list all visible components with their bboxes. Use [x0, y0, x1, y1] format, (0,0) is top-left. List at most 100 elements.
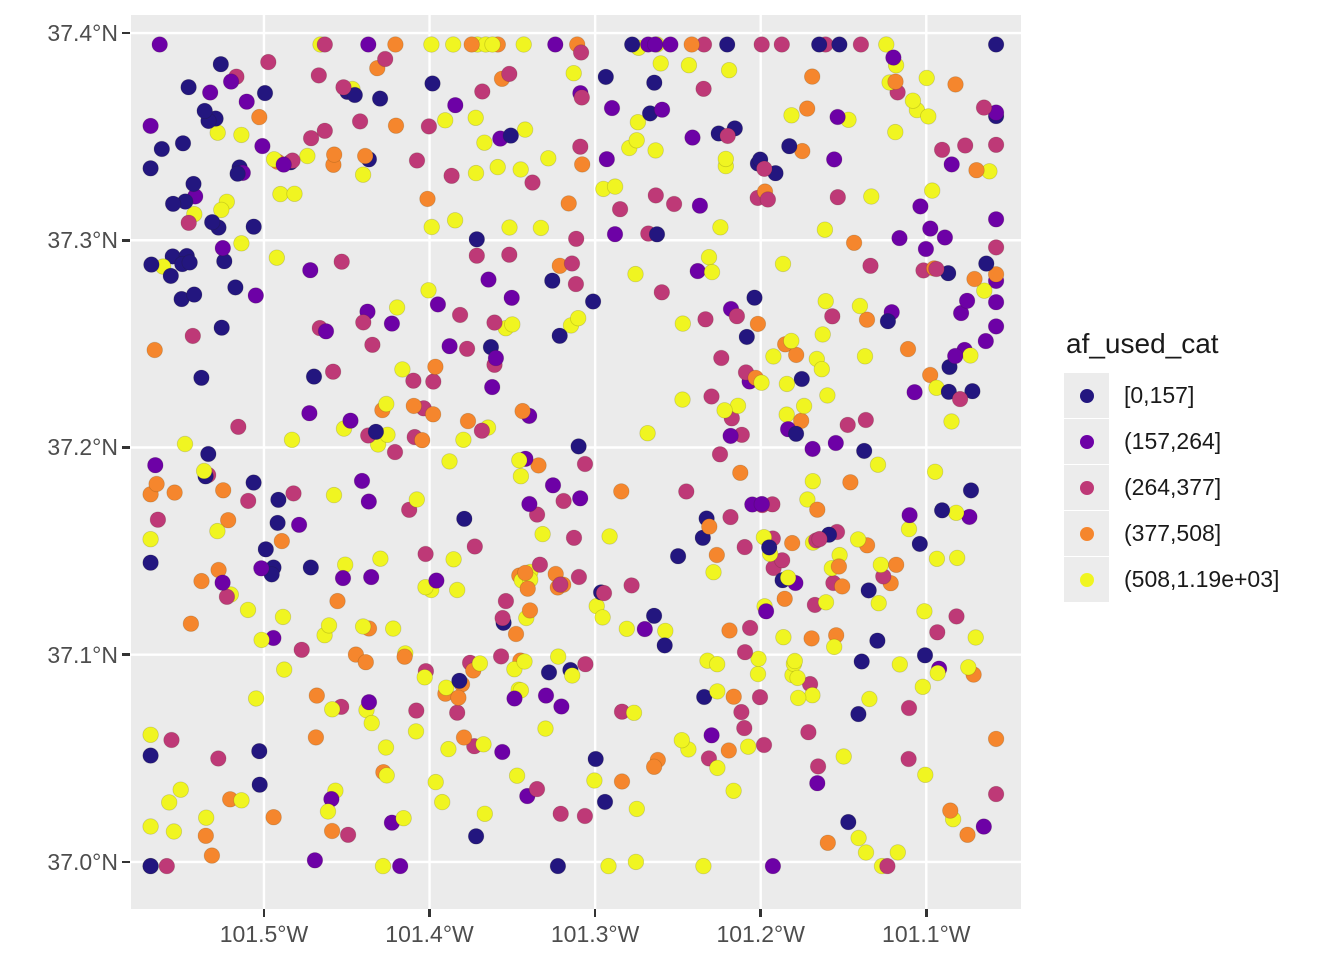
data-point [917, 240, 935, 258]
data-point [251, 776, 268, 793]
data-point [537, 720, 554, 737]
data-point [329, 592, 346, 610]
data-point [441, 338, 458, 355]
data-point [427, 358, 444, 376]
data-point [514, 402, 531, 420]
data-point [600, 857, 617, 875]
data-point [245, 218, 262, 235]
data-point [392, 857, 409, 875]
y-axis-tick [122, 860, 130, 864]
data-point [987, 266, 1005, 283]
data-point [507, 625, 525, 643]
data-point [325, 146, 343, 163]
data-point [573, 89, 591, 106]
data-point [840, 813, 857, 831]
x-axis-tick [924, 909, 928, 917]
data-point [467, 164, 485, 182]
data-point [531, 556, 549, 573]
legend-key [1064, 511, 1109, 556]
data-point [879, 857, 896, 875]
data-point [540, 150, 557, 167]
data-point [689, 262, 706, 280]
legend-dot-icon [1079, 434, 1094, 449]
data-point [377, 739, 395, 756]
data-point [229, 165, 246, 182]
data-point [647, 187, 665, 204]
data-point [948, 608, 965, 625]
legend-dot-icon [1079, 572, 1094, 587]
data-point [936, 229, 954, 246]
data-point [333, 253, 350, 270]
data-point [484, 36, 501, 53]
data-point [572, 44, 590, 61]
data-point [476, 805, 494, 823]
data-point [803, 630, 820, 647]
data-point [695, 80, 712, 98]
data-point [519, 580, 536, 597]
data-point [789, 669, 806, 687]
data-point [576, 807, 594, 825]
data-point [146, 341, 163, 359]
data-point [788, 346, 805, 364]
data-point [719, 127, 736, 145]
data-point [504, 316, 521, 333]
data-point [511, 452, 528, 469]
data-point [265, 809, 282, 826]
data-point [928, 550, 946, 568]
data-point [428, 572, 445, 589]
data-point [627, 853, 645, 871]
data-point [922, 366, 939, 384]
x-tick-label: 101.1°W [882, 921, 971, 947]
data-point [286, 185, 303, 203]
y-tick-label: 37.2°N [47, 434, 118, 461]
data-point [613, 483, 630, 500]
data-point [456, 510, 473, 528]
data-point [233, 235, 250, 252]
data-point [425, 373, 442, 390]
data-point [371, 90, 389, 107]
y-axis-tick [122, 31, 130, 35]
x-tick-label: 101.4°W [385, 921, 474, 947]
data-point [552, 576, 569, 593]
data-point [799, 491, 816, 508]
data-point [759, 191, 777, 208]
data-point [933, 502, 951, 519]
data-point [568, 230, 585, 248]
data-point [856, 348, 874, 365]
data-point [293, 641, 310, 659]
data-point [809, 775, 826, 792]
data-point [889, 844, 907, 861]
data-point [396, 648, 413, 665]
data-point [645, 607, 663, 625]
data-point [863, 188, 880, 205]
data-point [423, 36, 440, 53]
data-point [420, 118, 438, 135]
data-point [746, 289, 763, 306]
data-point [639, 425, 656, 442]
data-point [869, 632, 886, 649]
data-point [628, 132, 645, 149]
data-point [440, 740, 457, 758]
data-point [987, 136, 1005, 154]
data-point [709, 683, 726, 700]
data-point [713, 349, 730, 367]
data-point [424, 75, 441, 92]
data-point [334, 569, 352, 587]
data-point [922, 220, 939, 237]
data-point [901, 507, 918, 524]
data-point [811, 36, 828, 53]
data-point [540, 664, 558, 681]
data-point [964, 383, 981, 400]
data-point [310, 67, 328, 84]
data-point [781, 137, 798, 155]
data-point [775, 629, 792, 646]
data-point [674, 391, 691, 408]
data-point [553, 698, 570, 715]
data-point [947, 76, 964, 93]
data-point [601, 528, 618, 545]
data-point [466, 538, 484, 555]
data-point [270, 491, 287, 509]
data-point [701, 518, 718, 535]
data-point [753, 374, 770, 391]
data-point [975, 99, 993, 116]
